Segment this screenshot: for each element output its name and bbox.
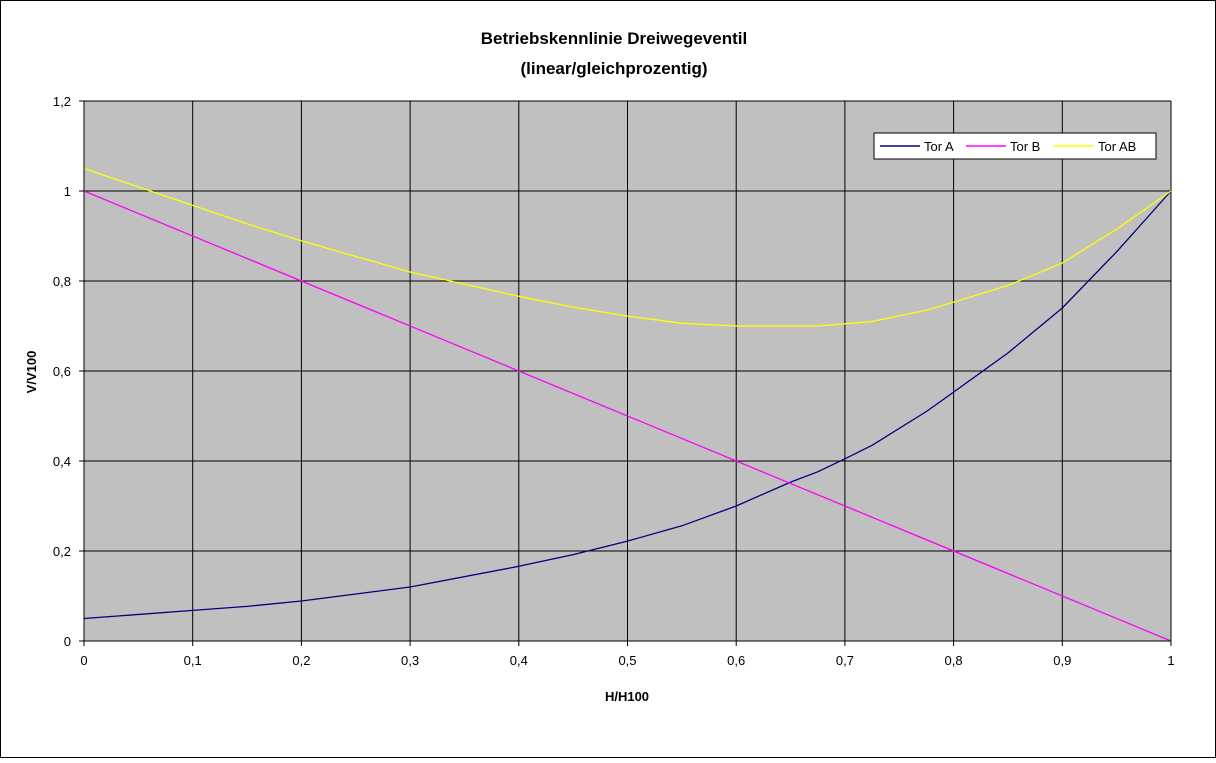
y-tick-label: 0,4: [53, 454, 71, 469]
legend-box: [873, 132, 1157, 160]
y-tick-label: 0,6: [53, 364, 71, 379]
legend-label-tor-ab: Tor AB: [1098, 139, 1136, 154]
x-axis-title: H/H100: [605, 689, 649, 704]
x-tick-label: 0,1: [184, 653, 202, 668]
tick-labels: 0 0,1 0,2 0,3 0,4 0,5 0,6 0,7 0,8 0,9 1 0 0,2 0,4 0,6 0…: [53, 94, 1175, 668]
gridlines: [84, 100, 1172, 641]
axes: [79, 100, 1172, 646]
x-tick-label: 0,7: [836, 653, 854, 668]
x-tick-label: 0,5: [618, 653, 636, 668]
series-line-tor-b: [83, 190, 1172, 642]
x-tick-label: 0: [80, 653, 87, 668]
x-tick-label: 0,4: [510, 653, 528, 668]
x-tick-label: 0,3: [401, 653, 419, 668]
legend: Tor A Tor B Tor AB: [873, 132, 1157, 160]
x-tick-label: 0,2: [292, 653, 310, 668]
y-tick-label: 1,2: [53, 94, 71, 109]
y-axis-title: V/V100: [24, 351, 39, 394]
y-tick-label: 0,8: [53, 274, 71, 289]
series-line-tor-a: [83, 190, 1172, 620]
x-tick-label: 0,9: [1053, 653, 1071, 668]
series-line-tor-ab: [83, 167, 1172, 327]
x-tick-label: 0,8: [945, 653, 963, 668]
series-lines: [83, 167, 1172, 642]
x-tick-label: 0,6: [727, 653, 745, 668]
legend-label-tor-a: Tor A: [924, 139, 954, 154]
y-tick-label: 0: [64, 634, 71, 649]
legend-items: Tor A Tor B Tor AB: [880, 139, 1136, 154]
y-tick-label: 0,2: [53, 544, 71, 559]
chart-subtitle: (linear/gleichprozentig): [520, 59, 707, 78]
y-tick-label: 1: [64, 184, 71, 199]
x-tick-label: 1: [1167, 653, 1174, 668]
legend-label-tor-b: Tor B: [1010, 139, 1040, 154]
chart-title: Betriebskennlinie Dreiwegeventil: [481, 29, 747, 48]
